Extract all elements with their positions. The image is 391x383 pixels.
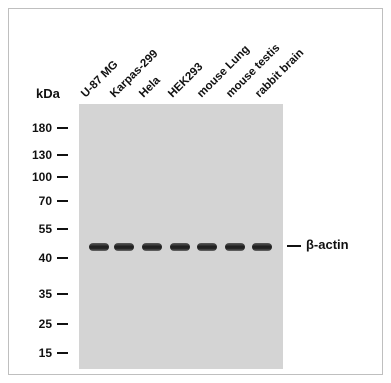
kda-axis-label: kDa (36, 86, 60, 101)
marker-70: 70 (28, 193, 72, 209)
marker-40: 40 (28, 250, 72, 266)
band-lane-7 (252, 243, 272, 251)
marker-35: 35 (28, 286, 72, 302)
marker-value: 70 (38, 194, 52, 208)
marker-tick (57, 293, 68, 295)
marker-value: 130 (31, 148, 52, 162)
marker-130: 130 (28, 147, 72, 163)
marker-180: 180 (28, 120, 72, 136)
marker-value: 35 (38, 287, 52, 301)
band-lane-1 (89, 243, 109, 251)
marker-value: 15 (38, 346, 52, 360)
marker-tick (57, 127, 68, 129)
marker-value: 40 (38, 251, 52, 265)
target-pointer-dash (287, 245, 301, 247)
marker-tick (57, 228, 68, 230)
marker-tick (57, 257, 68, 259)
marker-tick (57, 154, 68, 156)
band-lane-2 (114, 243, 134, 251)
marker-100: 100 (28, 169, 72, 185)
marker-tick (57, 176, 68, 178)
band-lane-4 (170, 243, 190, 251)
target-protein-label: β-actin (306, 237, 349, 252)
marker-value: 180 (31, 121, 52, 135)
marker-tick (57, 323, 68, 325)
marker-25: 25 (28, 316, 72, 332)
marker-55: 55 (28, 221, 72, 237)
marker-tick (57, 352, 68, 354)
marker-value: 55 (38, 222, 52, 236)
marker-value: 100 (31, 170, 52, 184)
band-lane-5 (197, 243, 217, 251)
marker-value: 25 (38, 317, 52, 331)
blot-membrane (79, 104, 283, 369)
marker-15: 15 (28, 345, 72, 361)
band-lane-3 (142, 243, 162, 251)
marker-tick (57, 200, 68, 202)
band-lane-6 (225, 243, 245, 251)
